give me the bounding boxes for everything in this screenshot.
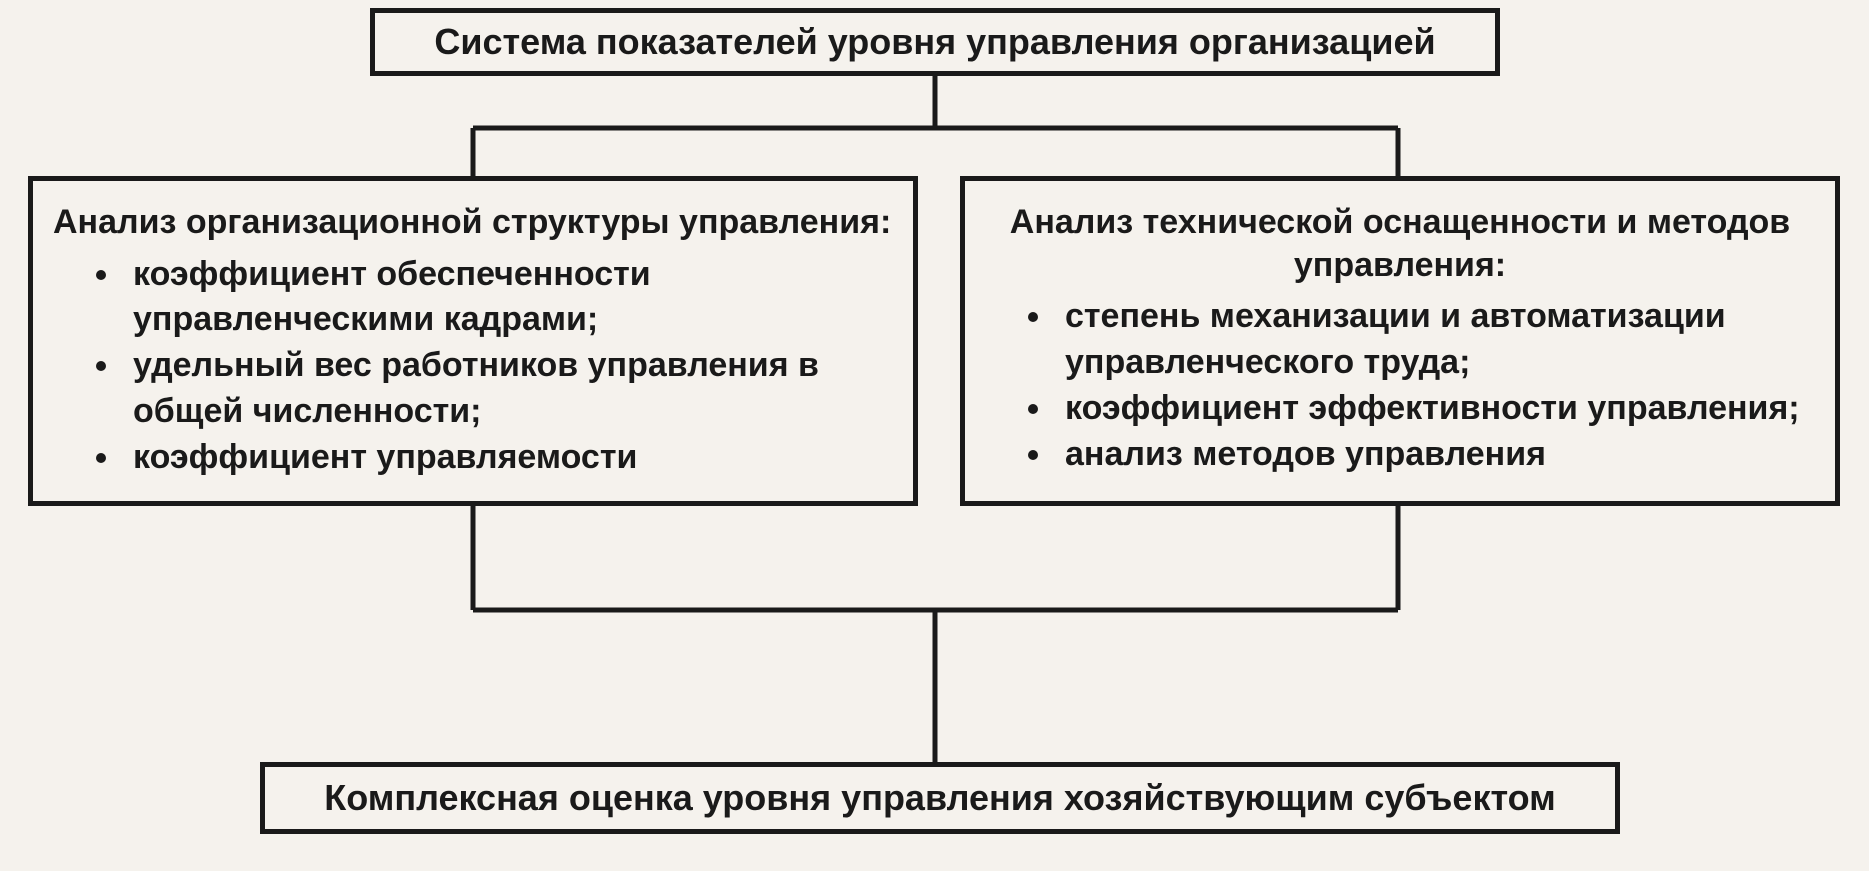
right-node-list: степень механизации и автоматизации упра… [985,294,1815,478]
right-node-title: Анализ технической оснащенности и методо… [985,201,1815,286]
list-item: удельный вес работников управления в общ… [123,343,893,435]
left-node-list: коэффициент обеспеченности управленчески… [53,252,893,481]
bottom-node-label: Комплексная оценка уровня управления хоз… [324,777,1556,819]
list-item: анализ методов управления [1055,432,1815,478]
left-node-title: Анализ организационной структуры управле… [53,201,893,244]
top-node: Система показателей уровня управления ор… [370,8,1500,76]
left-node: Анализ организационной структуры управле… [28,176,918,506]
list-item: коэффициент эффективности управления; [1055,386,1815,432]
list-item: коэффициент управляемости [123,435,893,481]
top-node-label: Система показателей уровня управления ор… [434,21,1435,63]
list-item: коэффициент обеспеченности управленчески… [123,252,893,344]
right-node: Анализ технической оснащенности и методо… [960,176,1840,506]
bottom-node: Комплексная оценка уровня управления хоз… [260,762,1620,834]
list-item: степень механизации и автоматизации упра… [1055,294,1815,386]
